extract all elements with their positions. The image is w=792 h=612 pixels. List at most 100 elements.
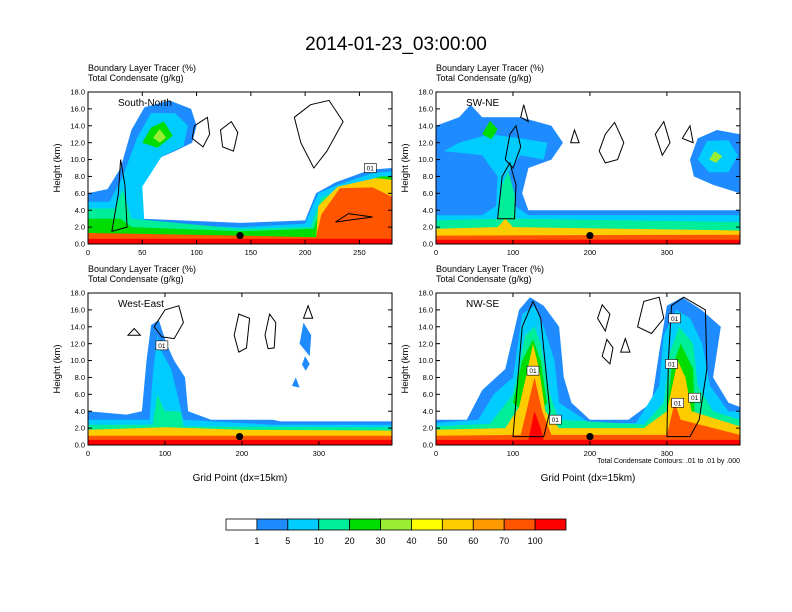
y-tick-label: 0.0 (423, 240, 433, 249)
x-tick-label: 100 (507, 248, 520, 257)
y-tick-label: 2.0 (75, 223, 85, 232)
panel-3: 01 0 100 200 300 0.0 2.0 4.0 6.0 8.0 10.0 12.0 14.0 1… (52, 264, 393, 484)
svg-text:01: 01 (671, 316, 679, 323)
shaded-field (88, 100, 392, 244)
cross-section-label: SW-NE (466, 98, 499, 109)
panel-subtitle: Total Condensate (g/kg) (88, 73, 184, 83)
panel-title: Boundary Layer Tracer (%) (436, 264, 544, 274)
panel-subtitle: Total Condensate (g/kg) (436, 73, 532, 83)
y-tick-label: 16.0 (70, 104, 85, 113)
tracer-region-6 (436, 343, 740, 445)
y-tick-label: 14.0 (418, 121, 433, 130)
condensate-contour-6 (681, 124, 694, 144)
y-tick-label: 10.0 (70, 356, 85, 365)
y-tick-label: 18.0 (70, 289, 85, 298)
colorbar-label: 70 (499, 536, 509, 546)
condensate-contour-4 (111, 159, 128, 232)
svg-text:01: 01 (158, 343, 166, 350)
cross-section-label: NW-SE (466, 299, 499, 310)
x-tick-label: 100 (159, 449, 172, 458)
tracer-region-10 (436, 239, 740, 244)
condensate-contours (497, 104, 694, 220)
x-tick-label: 200 (236, 449, 249, 458)
y-axis-label: Height (km) (400, 143, 411, 192)
panel-1: 01 0 50 100 150 200 250 0.0 2.0 4.0 6.0 8.0 10.0 12.0… (52, 63, 393, 257)
contour-label-1: 01 (526, 365, 540, 376)
y-tick-label: 8.0 (423, 172, 433, 181)
condensate-contour-3 (233, 313, 251, 353)
condensate-contour-4 (264, 312, 277, 350)
tracer-region-3 (302, 356, 310, 371)
x-tick-label: 300 (661, 248, 674, 257)
y-tick-label: 4.0 (75, 206, 85, 215)
x-tick-label: 100 (190, 248, 203, 257)
colorbar-swatch-4 (318, 518, 351, 531)
contour-label-3: 01 (668, 313, 681, 324)
y-axis-label: Height (km) (400, 344, 411, 393)
condensate-contour-5 (302, 304, 314, 319)
x-tick-label: 300 (661, 449, 674, 458)
tracer-region-7 (709, 151, 723, 163)
y-tick-label: 14.0 (70, 121, 85, 130)
condensate-contour-4 (601, 338, 614, 365)
y-tick-label: 16.0 (418, 104, 433, 113)
colorbar: 1 5 10 20 30 40 50 60 70 100 (225, 518, 567, 546)
tracer-region-9 (88, 238, 392, 244)
contour-label-2: 01 (548, 414, 562, 425)
panel-title: Boundary Layer Tracer (%) (88, 264, 196, 274)
tracer-region-9 (88, 439, 392, 445)
y-tick-label: 12.0 (418, 138, 433, 147)
figure-title: 2014-01-23_03:00:00 (305, 34, 487, 55)
condensate-contour-5 (620, 337, 631, 353)
condensate-contour-7 (497, 161, 517, 220)
y-tick-label: 10.0 (70, 155, 85, 164)
colorbar-swatch-7 (411, 518, 443, 531)
y-tick-label: 10.0 (418, 155, 433, 164)
colorbar-swatch-5 (349, 518, 381, 531)
colorbar-swatch-8 (441, 518, 474, 531)
condensate-contour-5 (654, 120, 671, 157)
svg-text:01: 01 (668, 361, 676, 368)
y-tick-label: 6.0 (75, 390, 85, 399)
condensate-contour-1 (504, 124, 522, 169)
plot-frame (435, 91, 741, 245)
panel-subtitle: Total Condensate (g/kg) (88, 274, 184, 284)
svg-text:01: 01 (691, 395, 699, 402)
tracer-region-8 (88, 187, 392, 244)
condensate-contour-1 (512, 300, 551, 438)
y-tick-label: 18.0 (70, 88, 85, 97)
condensate-contour-2 (153, 305, 184, 340)
condensate-contours (512, 296, 708, 438)
y-tick-label: 2.0 (423, 424, 433, 433)
svg-text:01: 01 (552, 417, 560, 424)
tracer-region-6 (88, 176, 392, 244)
colorbar-label: 30 (376, 536, 386, 546)
plot-frame (87, 292, 393, 446)
svg-text:01: 01 (529, 368, 537, 375)
y-tick-label: 14.0 (70, 322, 85, 331)
panels: 01 0 50 100 150 200 250 0.0 2.0 4.0 6.0 8.0 10.0 12.0… (52, 63, 741, 484)
condensate-contour-2 (520, 104, 530, 123)
x-tick-label: 150 (245, 248, 258, 257)
y-tick-label: 4.0 (423, 206, 433, 215)
condensate-contour-3 (293, 99, 344, 169)
x-tick-label: 100 (507, 449, 520, 458)
svg-text:01: 01 (674, 400, 682, 407)
tracer-region-6 (482, 120, 498, 140)
y-tick-label: 12.0 (70, 339, 85, 348)
condensate-contour-1 (126, 327, 142, 336)
cross-section-label: South-North (118, 98, 172, 109)
colorbar-label: 10 (314, 536, 324, 546)
x-tick-label: 200 (584, 248, 597, 257)
y-tick-label: 16.0 (70, 305, 85, 314)
svg-text:01: 01 (367, 166, 375, 173)
contour-label-5: 01 (671, 397, 684, 408)
panel-4: 01 01 01 01 01 01 0 100 200 300 0.0 2.0 4.0 6.0 8.0 10.… (400, 264, 741, 484)
contour-footnote: Total Condensate Contours: .01 to .01 by… (597, 458, 740, 465)
location-marker (586, 231, 594, 240)
tracer-region-5 (153, 129, 167, 143)
colorbar-swatch-11 (534, 518, 567, 531)
colorbar-swatch-9 (472, 518, 505, 531)
colorbar-swatch-1 (225, 518, 258, 531)
